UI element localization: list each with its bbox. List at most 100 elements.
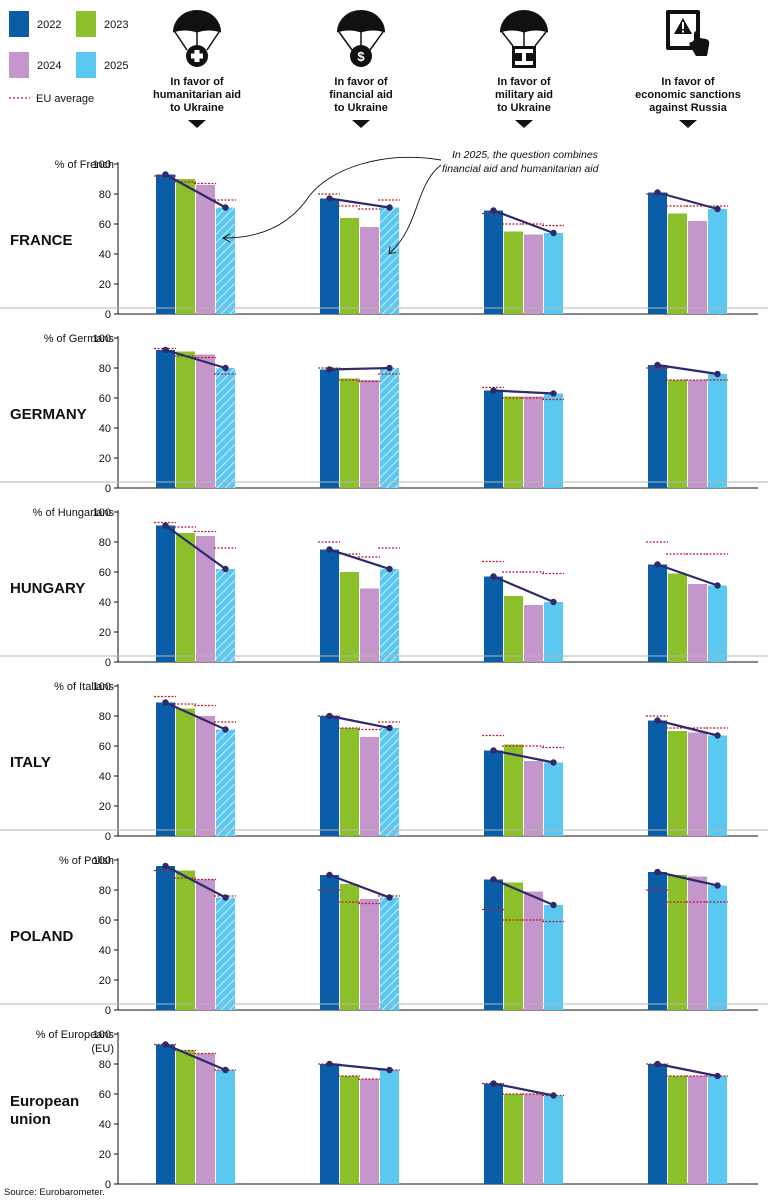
bar-2025 [380,897,399,1010]
country-name: POLAND [10,928,74,945]
trend-point-2022 [326,712,333,720]
annotation: In 2025, the question combines financial… [222,149,600,255]
trend-line [329,714,390,730]
bar-2022 [320,716,339,836]
y-tick-label: 20 [99,801,111,813]
bar-2024 [524,234,543,314]
bar-2023 [176,533,195,662]
trend-point-2022 [654,361,661,369]
country-name: union [10,1111,51,1128]
y-tick-label: 20 [99,975,111,987]
category-label-military-1: In favor of [497,76,551,88]
trend-point-2025 [386,894,393,901]
bar-2022 [156,866,175,1010]
legend-swatch-2022 [9,11,29,37]
bar-2024 [688,584,707,662]
bar-2025 [216,1070,235,1184]
trend-point-2025 [222,364,229,372]
y-tick-label: 40 [99,423,111,435]
trend-point-2025 [550,390,557,397]
parachute-medical-icon [172,10,222,67]
annotation-arrow-financial [389,164,442,254]
bar-2022 [648,365,667,488]
trend-point-2025 [714,205,721,213]
bar-2023 [668,875,687,1010]
bar-2025 [544,762,563,836]
bar-2023 [668,380,687,488]
trend-point-2022 [162,1041,169,1048]
y-tick-label: 60 [99,393,111,405]
trend-line [329,366,390,371]
trend-line [657,563,718,587]
y-tick-label: 100 [93,1029,111,1041]
trend-point-2025 [714,582,721,589]
bar-2022 [156,525,175,662]
bar-2024 [360,380,379,488]
bar-2024 [688,221,707,314]
y-tick-label: 0 [105,1005,111,1017]
y-tick-label: 0 [105,1179,111,1191]
annotation-arrow-humanitarian [223,156,442,239]
trend-point-2025 [386,204,393,211]
bar-2025 [708,885,727,1010]
unit-label: (EU) [91,1043,114,1055]
country-name: GERMANY [10,406,87,423]
trend-point-2025 [550,598,557,606]
bar-2022 [156,1044,175,1184]
bar-2024 [524,891,543,1010]
y-tick-label: 20 [99,627,111,639]
bar-2022 [484,879,503,1010]
unit-label: % of Polish [59,855,114,867]
bar-2024 [688,876,707,1010]
y-tick-label: 60 [99,915,111,927]
bar-2024 [524,605,543,662]
bar-2025 [216,368,235,488]
trend-point-2022 [326,195,333,202]
y-tick-label: 60 [99,1089,111,1101]
trend-point-2025 [714,1072,721,1080]
category-label-sanctions-2: economic sanctions [635,89,741,101]
bar-2024 [524,761,543,836]
bar-2023 [340,728,359,836]
bar-2024 [360,227,379,314]
bar-2023 [176,179,195,314]
bar-2024 [196,536,215,662]
bar-2024 [688,1076,707,1184]
y-tick-label: 100 [93,507,111,519]
panel-2: % of Hungarians HUNGARY 0 20 40 60 80 100 [0,481,768,669]
category-label-military-2: military aid [495,89,553,101]
bar-2024 [196,716,215,836]
legend-label-2022: 2022 [37,19,61,31]
bar-2025 [380,207,399,314]
trend-line [329,197,390,209]
category-label-financial-2: financial aid [329,89,393,101]
legend-swatch-2023 [76,11,96,37]
y-tick-label: 80 [99,189,111,201]
trend-line [657,1062,718,1078]
trend-point-2025 [550,901,557,909]
y-tick-label: 40 [99,771,111,783]
bar-2022 [156,350,175,488]
bar-2022 [484,210,503,314]
bar-2022 [320,875,339,1010]
bar-2022 [320,198,339,314]
y-tick-label: 40 [99,945,111,957]
y-tick-label: 20 [99,1149,111,1161]
bar-2023 [668,1076,687,1184]
y-tick-label: 80 [99,711,111,723]
unit-label: % of Europeans [36,1029,115,1041]
trend-point-2025 [550,229,557,237]
trend-point-2022 [654,717,661,724]
panel-4: % of Polish POLAND 0 20 40 60 80 100 [0,829,768,1017]
y-tick-label: 80 [99,1059,111,1071]
legend-eu-average-label: EU average [36,93,94,105]
bar-2022 [320,549,339,662]
category-arrow-financial [352,120,370,128]
bar-2022 [484,1083,503,1184]
country-name: European [10,1093,79,1110]
trend-line [329,873,390,899]
bar-2025 [708,209,727,314]
bar-2025 [708,735,727,836]
category-label-humanitarian-2: humanitarian aid [153,89,241,101]
bar-2025 [216,729,235,836]
